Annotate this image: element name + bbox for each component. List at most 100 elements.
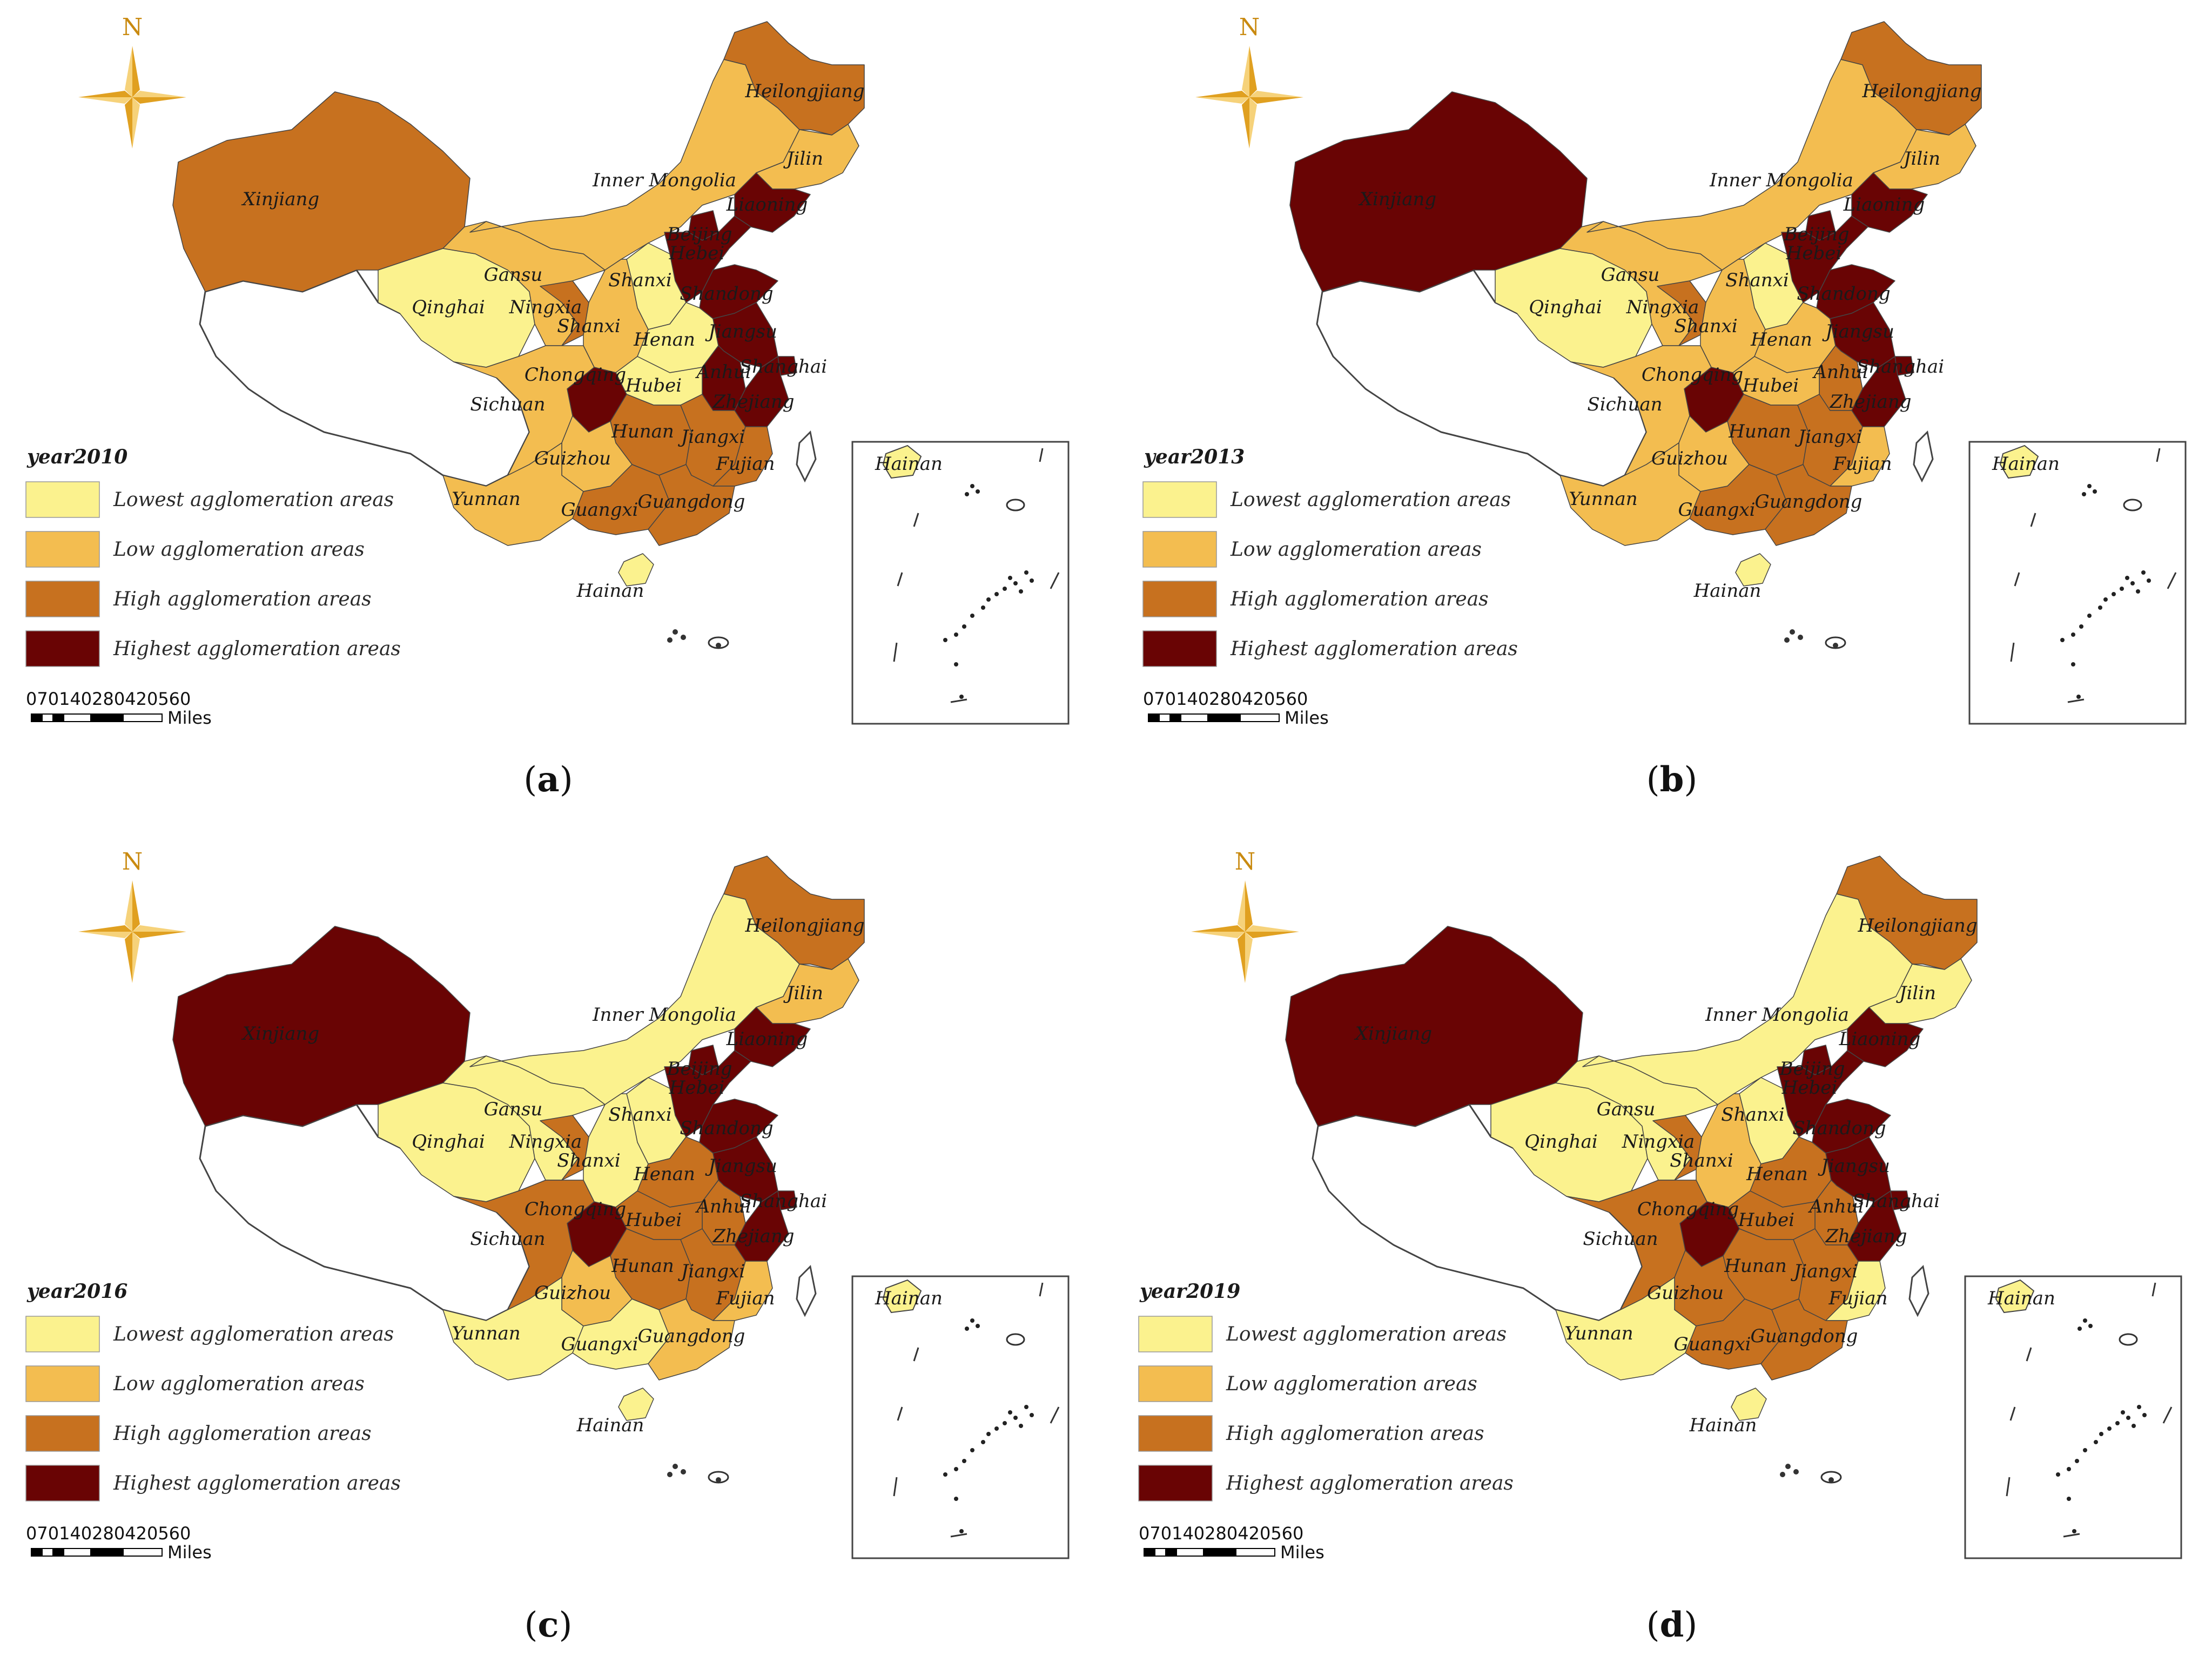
compass-rose: N: [78, 14, 186, 149]
legend-swatch-high: [1142, 581, 1217, 617]
island-outline: [708, 636, 729, 649]
south-sea-islands: [667, 1464, 729, 1484]
province-label-shanxi: Shanxi: [608, 1104, 671, 1126]
province-guangdong: [1765, 464, 1852, 546]
inset-island: [2082, 492, 2086, 496]
scale-unit: Miles: [1280, 1542, 1324, 1563]
island-dot: [1798, 635, 1803, 640]
province-label-shaanxi: Shanxi: [1670, 1150, 1733, 1171]
inset-label: Hainan: [875, 1288, 943, 1309]
legend-swatch-lowest: [1138, 1316, 1213, 1352]
compass-north-arm: [1249, 46, 1257, 97]
inset-map: Hainan: [851, 1275, 1070, 1559]
scale-ticks: 070140280420560: [1143, 689, 1308, 709]
inset-island: [970, 1318, 974, 1323]
island-dot: [1790, 629, 1795, 635]
scale-ticks: 070140280420560: [26, 1523, 191, 1544]
panel-caption-b: (b): [1646, 759, 1698, 800]
province-label-liaoning: Liaoning: [1839, 1028, 1921, 1050]
province-sichuan: [453, 1180, 595, 1310]
province-label-hebei: Hebei: [1786, 243, 1842, 264]
province-label-beijing: Beijing: [666, 224, 732, 245]
inset-reef: [2123, 499, 2142, 511]
province-guangdong: [648, 464, 735, 546]
inset-boundary-dash: [1039, 448, 1044, 462]
inset-island: [976, 489, 980, 494]
legend-label-high: High agglomeration areas: [1226, 1423, 1484, 1445]
compass-rose: N: [1191, 848, 1299, 983]
province-label-innermongolia: Inner Mongolia: [592, 1004, 736, 1026]
legend-swatch-low: [25, 531, 100, 568]
province-heilongjiang: [723, 856, 865, 970]
inset-island: [2071, 632, 2075, 637]
legend-swatch-highest: [25, 1465, 100, 1502]
north-label: N: [1239, 14, 1260, 41]
province-label-jilin: Jilin: [783, 982, 823, 1004]
province-label-liaoning: Liaoning: [1843, 194, 1925, 216]
taiwan-outline: [1908, 1264, 1929, 1317]
compass-west-arm: [78, 91, 132, 97]
province-labels: Xinjiang Qinghai Gansu Ningxia Inner Mongoli…: [241, 80, 865, 602]
inset-island: [2094, 1440, 2098, 1444]
south-sea-islands: [667, 629, 729, 649]
legend-swatch-lowest: [1142, 481, 1217, 518]
compass-west-arm: [1191, 925, 1245, 932]
inset-island: [2076, 695, 2081, 699]
legend-label-high: High agglomeration areas: [113, 588, 372, 610]
province-label-anhui: Anhui: [695, 361, 751, 383]
island-dot: [681, 635, 686, 640]
province-label-fujian: Fujian: [1828, 1288, 1887, 1309]
island-outline: [1820, 1471, 1842, 1484]
inset-boundary-dash: [2030, 513, 2036, 527]
inset-island: [2075, 1459, 2079, 1463]
inset-island: [959, 695, 964, 699]
legend-label-lowest: Lowest agglomeration areas: [113, 489, 394, 511]
province-layer: [172, 856, 865, 1421]
province-guangdong: [648, 1298, 735, 1381]
legend-label-lowest: Lowest agglomeration areas: [113, 1323, 394, 1345]
legend-swatch-lowest: [25, 1316, 100, 1352]
inset-reef: [1006, 1333, 1025, 1346]
inset-reef: [1006, 499, 1025, 511]
panel-caption-a: (a): [523, 759, 573, 800]
compass-south-arm-shade: [1242, 97, 1249, 149]
province-label-qinghai: Qinghai: [1529, 297, 1602, 318]
island-dot: [1793, 1469, 1799, 1475]
inset-island: [2130, 581, 2135, 585]
island-dot: [673, 629, 678, 635]
province-sichuan: [453, 345, 595, 476]
scale-ticks: 070140280420560: [26, 689, 191, 709]
taiwan-outline: [796, 1264, 817, 1317]
inset-boundary-dash: [1050, 1406, 1060, 1424]
inset-island: [2121, 1410, 2125, 1415]
province-label-hubei: Hubei: [1742, 375, 1799, 396]
inset-label: Hainan: [1987, 1288, 2055, 1309]
island-dot: [1828, 1477, 1834, 1483]
province-guangdong: [1760, 1298, 1848, 1381]
province-label-yunnan: Yunnan: [452, 1323, 520, 1344]
province-label-zhejiang: Zhejiang: [1825, 1226, 1907, 1247]
legend-label-highest: Highest agglomeration areas: [113, 638, 401, 660]
inset-island: [994, 592, 999, 596]
province-label-ningxia: Ningxia: [509, 1131, 582, 1153]
province-label-anhui: Anhui: [1807, 1196, 1864, 1217]
province-label-fujian: Fujian: [715, 1288, 775, 1309]
province-heilongjiang: [723, 21, 865, 136]
province-label-yunnan: Yunnan: [1569, 488, 1637, 510]
scale-segment: [1207, 713, 1241, 722]
north-label: N: [1235, 848, 1256, 876]
province-ningxia: [1652, 1115, 1702, 1181]
province-label-jiangxi: Jiangxi: [1795, 426, 1863, 448]
compass-west-arm: [1195, 91, 1249, 97]
province-label-henan: Henan: [1750, 329, 1812, 351]
compass-south-arm: [132, 932, 140, 983]
province-label-guangdong: Guangdong: [638, 1325, 745, 1347]
inset-island: [2098, 605, 2102, 610]
inset-boundary-dash: [2167, 572, 2177, 589]
province-label-guangxi: Guangxi: [561, 1334, 638, 1355]
province-label-jiangxi: Jiangxi: [1791, 1261, 1858, 1282]
island-dot: [681, 1469, 686, 1475]
inset-boundary-dash: [2162, 1406, 2173, 1424]
